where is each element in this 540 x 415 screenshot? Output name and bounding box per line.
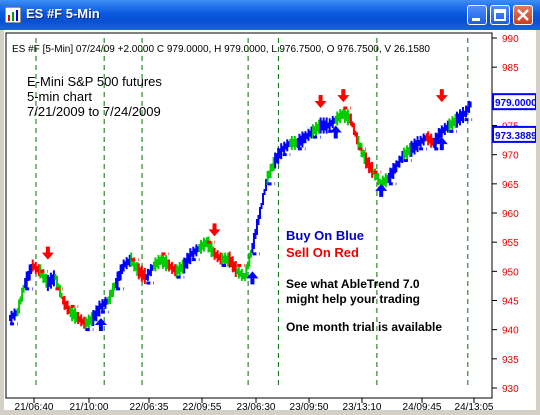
y-tick-label-11: 935 xyxy=(502,355,519,366)
x-tick-label-0: 21/06:40 xyxy=(15,402,54,410)
buy-arrow-4 xyxy=(435,137,448,151)
x-tick-label-4: 23/06:30 xyxy=(237,402,276,410)
y-tick-label-9: 945 xyxy=(502,297,519,308)
sell-arrow-0 xyxy=(41,246,54,260)
title-bar[interactable]: ES #F 5-Min xyxy=(0,0,540,30)
session-breaks xyxy=(35,38,469,388)
minimize-button[interactable] xyxy=(467,5,487,25)
promo-line1: See what AbleTrend 7.0 xyxy=(286,277,420,291)
annotation-range: 7/21/2009 to 7/24/2009 xyxy=(27,104,161,119)
chart-app-icon xyxy=(5,7,21,23)
legend-buy: Buy On Blue xyxy=(286,228,364,243)
chart-panel: ES #F [5-Min] 07/24/09 +2.0000 C 979.000… xyxy=(4,30,537,413)
legend-sell: Sell On Red xyxy=(286,245,359,260)
chart-header: ES #F [5-Min] 07/24/09 +2.0000 C 979.000… xyxy=(12,44,430,55)
maximize-icon xyxy=(494,9,506,21)
y-tick-label-5: 965 xyxy=(502,180,519,191)
x-tick-label-1: 21/10:00 xyxy=(70,402,109,410)
buy-arrow-2 xyxy=(329,125,342,139)
x-tick-label-5: 23/09:50 xyxy=(290,402,329,410)
minimize-icon xyxy=(472,18,480,21)
sell-arrow-2 xyxy=(314,95,327,108)
y-tick-label-1: 985 xyxy=(502,63,519,74)
sell-arrow-4 xyxy=(435,89,448,103)
buy-arrow-0 xyxy=(94,318,107,331)
y-tick-label-6: 960 xyxy=(502,209,519,220)
sell-arrow-3 xyxy=(337,89,350,103)
x-tick-label-8: 24/13:05 xyxy=(455,402,494,410)
x-tick-label-3: 22/09:55 xyxy=(183,402,222,410)
y-tick-label-7: 955 xyxy=(502,238,519,249)
price-label-0: 979.0000 xyxy=(495,98,536,109)
plot-frame xyxy=(5,32,493,399)
window-title: ES #F 5-Min xyxy=(26,6,100,21)
x-tick-label-6: 23/13:10 xyxy=(343,402,382,410)
sell-arrow-1 xyxy=(208,223,221,237)
x-tick-label-7: 24/09:45 xyxy=(403,402,442,410)
annotation-title: E-Mini S&P 500 futures xyxy=(27,74,162,89)
price-chart[interactable]: ES #F [5-Min] 07/24/09 +2.0000 C 979.000… xyxy=(4,30,537,413)
y-axis: 990985980975970965960955950945940935930 xyxy=(492,34,519,395)
x-axis: 21/06:40 21/10:00 22/06:35 22/09:55 23/06:30… xyxy=(15,398,494,413)
y-tick-label-12: 930 xyxy=(502,384,519,395)
buy-arrow-1 xyxy=(246,271,259,285)
signal-markers xyxy=(41,89,448,331)
x-tick-label-2: 22/06:35 xyxy=(130,402,169,410)
promo-line3: One month trial is available xyxy=(286,320,442,334)
promo-line2: might help your trading xyxy=(286,292,420,306)
close-button[interactable] xyxy=(513,5,533,25)
price-labels: 979.0000 973.3889 xyxy=(492,93,537,143)
y-tick-label-4: 970 xyxy=(502,151,519,162)
annotation-interval: 5-min chart xyxy=(27,89,92,104)
price-series xyxy=(9,100,473,332)
y-tick-label-10: 940 xyxy=(502,326,519,337)
maximize-button[interactable] xyxy=(490,5,510,25)
buy-arrow-3 xyxy=(375,183,388,197)
y-tick-label-8: 950 xyxy=(502,267,519,278)
close-icon xyxy=(517,9,529,21)
y-tick-label-0: 990 xyxy=(502,34,519,45)
price-label-1: 973.3889 xyxy=(495,131,536,142)
